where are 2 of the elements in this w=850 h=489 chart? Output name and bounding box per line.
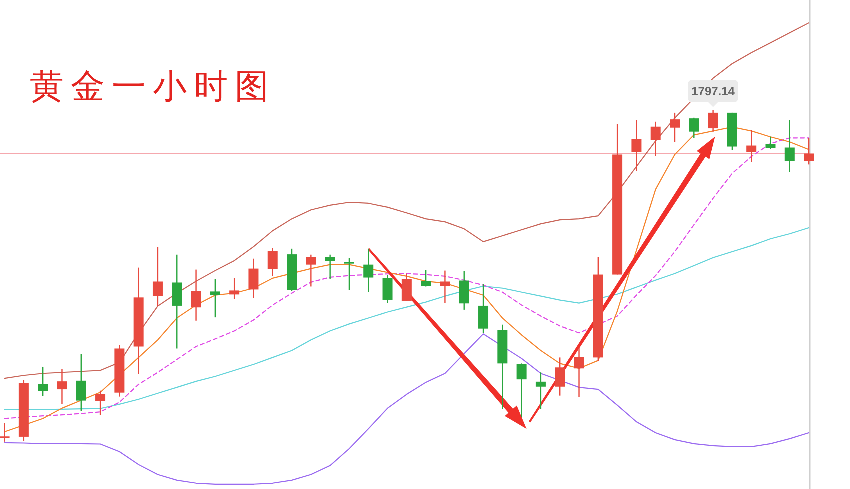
title: 黄金一小时图	[30, 68, 276, 108]
annotation: 1797.14	[692, 84, 735, 98]
